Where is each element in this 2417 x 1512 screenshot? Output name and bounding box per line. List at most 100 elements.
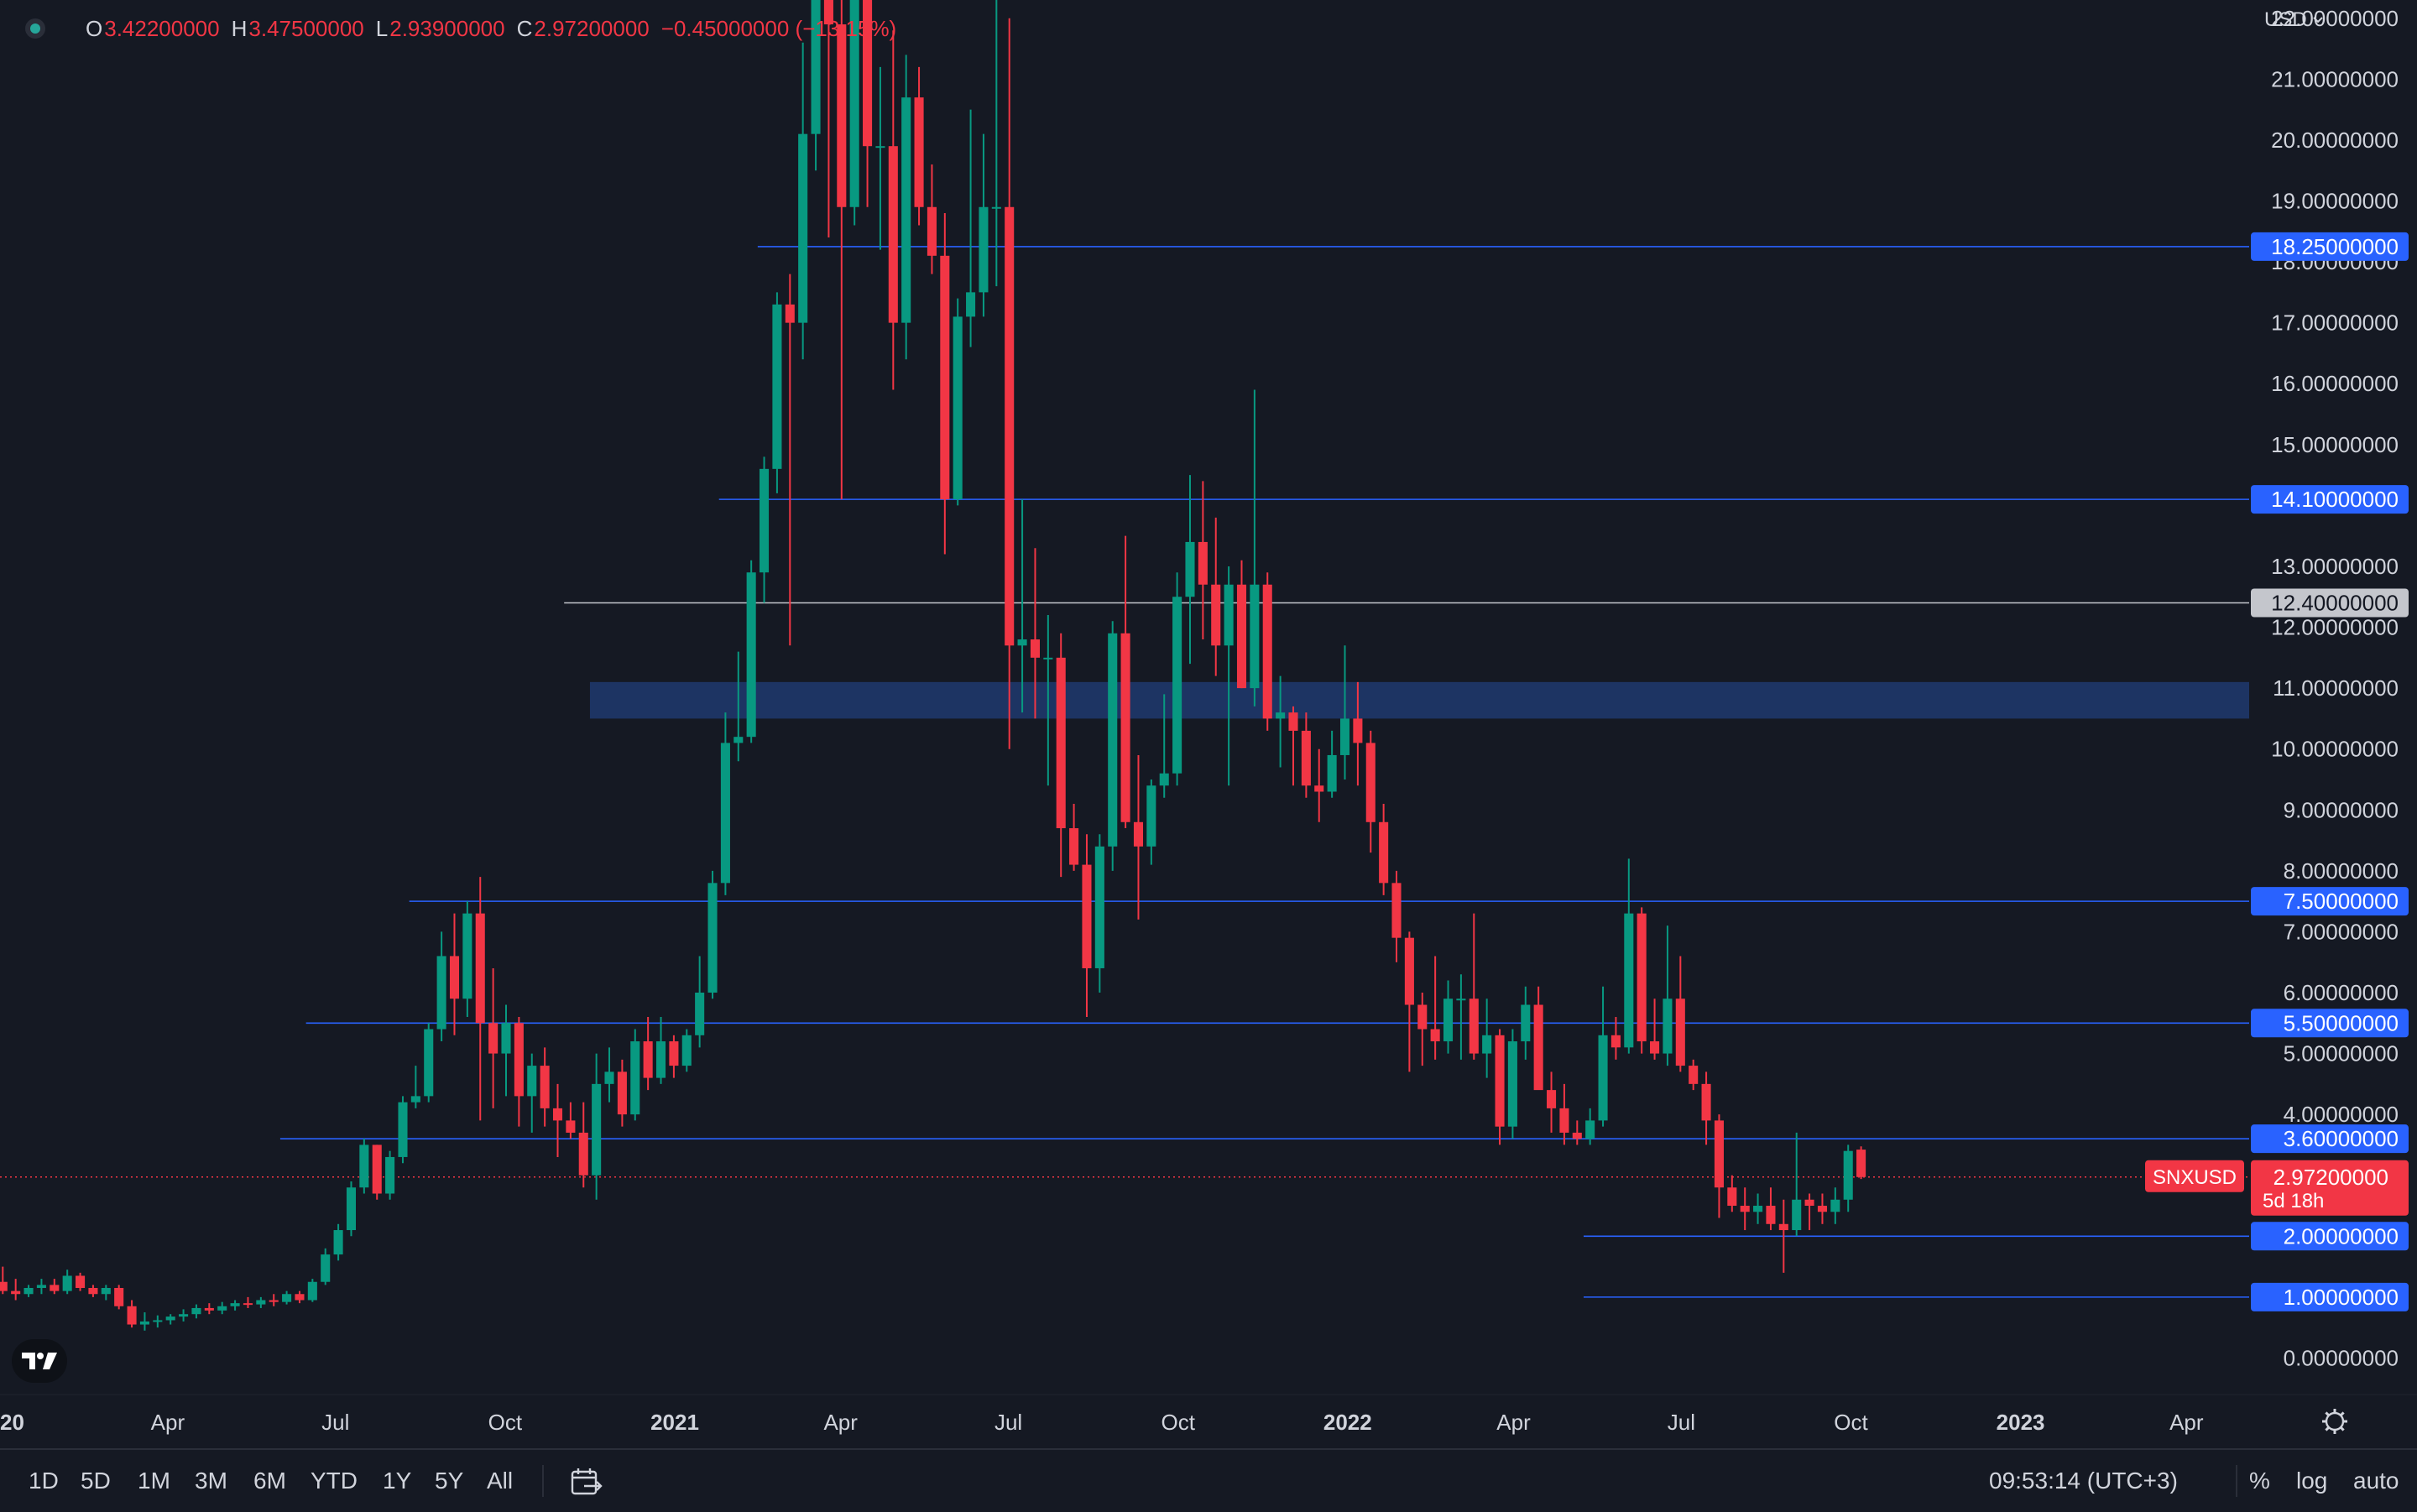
log-scale-toggle[interactable]: log: [2296, 1468, 2328, 1494]
percent-scale-toggle[interactable]: %: [2249, 1468, 2270, 1494]
candle-body[interactable]: [630, 1041, 640, 1115]
candle-body[interactable]: [1017, 639, 1027, 646]
zone-rect[interactable]: [589, 681, 2249, 719]
candle-body[interactable]: [230, 1303, 240, 1306]
candle-body[interactable]: [1236, 584, 1247, 689]
candle-body[interactable]: [823, 0, 833, 25]
candle-body[interactable]: [1624, 913, 1634, 1048]
candle-body[interactable]: [217, 1306, 227, 1311]
range-1m[interactable]: 1M: [138, 1468, 170, 1494]
candle-body[interactable]: [1727, 1187, 1737, 1207]
candle-body[interactable]: [1185, 541, 1195, 597]
candle-body[interactable]: [1533, 1004, 1543, 1091]
candle-body[interactable]: [1404, 937, 1414, 1005]
candle-body[interactable]: [940, 255, 950, 500]
candle-body[interactable]: [23, 1287, 34, 1295]
candle-body[interactable]: [1792, 1199, 1802, 1231]
candle-body[interactable]: [837, 24, 847, 207]
candle-body[interactable]: [798, 133, 808, 323]
candle-body[interactable]: [1276, 712, 1286, 719]
candle-body[interactable]: [578, 1132, 588, 1176]
candle-body[interactable]: [1430, 1029, 1440, 1042]
candle-body[interactable]: [811, 0, 821, 134]
candle-body[interactable]: [1250, 584, 1260, 689]
candle-body[interactable]: [372, 1144, 382, 1194]
level-price-tag[interactable]: [2251, 1124, 2409, 1154]
candle-body[interactable]: [875, 146, 885, 149]
candle-body[interactable]: [1301, 730, 1311, 786]
candle-body[interactable]: [1108, 633, 1118, 847]
candle-body[interactable]: [849, 0, 859, 207]
candle-body[interactable]: [385, 1156, 395, 1194]
candle-body[interactable]: [1598, 1035, 1608, 1121]
candle-body[interactable]: [191, 1307, 201, 1315]
candle-body[interactable]: [179, 1314, 189, 1317]
candle-body[interactable]: [1714, 1120, 1724, 1188]
candle-body[interactable]: [1482, 1035, 1492, 1054]
go-to-date-icon[interactable]: [567, 1467, 604, 1499]
candle-body[interactable]: [953, 316, 963, 500]
candle-body[interactable]: [681, 1035, 692, 1066]
candle-body[interactable]: [501, 1023, 511, 1054]
candle-body[interactable]: [1443, 998, 1454, 1042]
candle-body[interactable]: [617, 1071, 627, 1115]
candle-body[interactable]: [398, 1102, 408, 1157]
level-price-tag[interactable]: [2251, 588, 2409, 618]
candle-body[interactable]: [592, 1083, 602, 1176]
candle-body[interactable]: [1610, 1035, 1621, 1048]
candle-body[interactable]: [50, 1285, 60, 1291]
candle-body[interactable]: [1456, 998, 1466, 1001]
candle-body[interactable]: [720, 743, 730, 884]
candle-body[interactable]: [1495, 1035, 1505, 1127]
candle-body[interactable]: [1817, 1206, 1827, 1212]
candle-body[interactable]: [1585, 1120, 1595, 1139]
candle-body[interactable]: [901, 97, 911, 323]
candle-body[interactable]: [979, 206, 989, 293]
currency-selector[interactable]: USD: [2264, 8, 2324, 32]
candle-body[interactable]: [333, 1230, 343, 1255]
candle-body[interactable]: [1804, 1199, 1814, 1207]
candle-body[interactable]: [695, 992, 705, 1035]
candle-body[interactable]: [927, 206, 937, 256]
candle-body[interactable]: [1224, 584, 1234, 646]
candle-body[interactable]: [1262, 584, 1272, 719]
candle-body[interactable]: [1379, 821, 1389, 884]
candle-body[interactable]: [1417, 1004, 1428, 1030]
candle-body[interactable]: [346, 1187, 357, 1231]
candle-body[interactable]: [1030, 639, 1040, 658]
candle-body[interactable]: [1547, 1090, 1557, 1108]
candle-body[interactable]: [669, 1041, 679, 1066]
candle-body[interactable]: [1766, 1206, 1776, 1224]
candle-body[interactable]: [243, 1303, 253, 1306]
candle-body[interactable]: [410, 1096, 420, 1103]
candle-body[interactable]: [307, 1281, 317, 1301]
candle-body[interactable]: [1637, 913, 1647, 1042]
candle-body[interactable]: [760, 468, 770, 573]
candle-body[interactable]: [1391, 883, 1402, 938]
candle-body[interactable]: [114, 1287, 124, 1306]
candle-body[interactable]: [785, 304, 795, 323]
candle-body[interactable]: [1069, 828, 1079, 865]
candle-body[interactable]: [1120, 633, 1130, 822]
candle-body[interactable]: [772, 304, 782, 469]
candle-body[interactable]: [540, 1066, 550, 1108]
candle-body[interactable]: [1701, 1083, 1711, 1121]
candle-body[interactable]: [707, 883, 718, 993]
candle-body[interactable]: [11, 1290, 21, 1295]
candle-body[interactable]: [424, 1029, 434, 1097]
candle-body[interactable]: [1056, 657, 1066, 829]
candle-body[interactable]: [436, 956, 446, 1030]
candle-body[interactable]: [1288, 712, 1298, 731]
candle-body[interactable]: [295, 1294, 305, 1301]
candle-body[interactable]: [359, 1144, 369, 1188]
level-price-tag[interactable]: [2251, 1282, 2409, 1311]
candle-body[interactable]: [1830, 1199, 1840, 1212]
candle-body[interactable]: [746, 572, 756, 738]
candle-body[interactable]: [1146, 785, 1156, 847]
candle-body[interactable]: [127, 1306, 137, 1325]
candle-body[interactable]: [991, 206, 1001, 209]
candle-body[interactable]: [1133, 821, 1144, 847]
clock-time[interactable]: 09:53:14 (UTC+3): [1989, 1468, 2178, 1494]
candle-body[interactable]: [1469, 998, 1479, 1054]
range-1d[interactable]: 1D: [29, 1468, 59, 1494]
